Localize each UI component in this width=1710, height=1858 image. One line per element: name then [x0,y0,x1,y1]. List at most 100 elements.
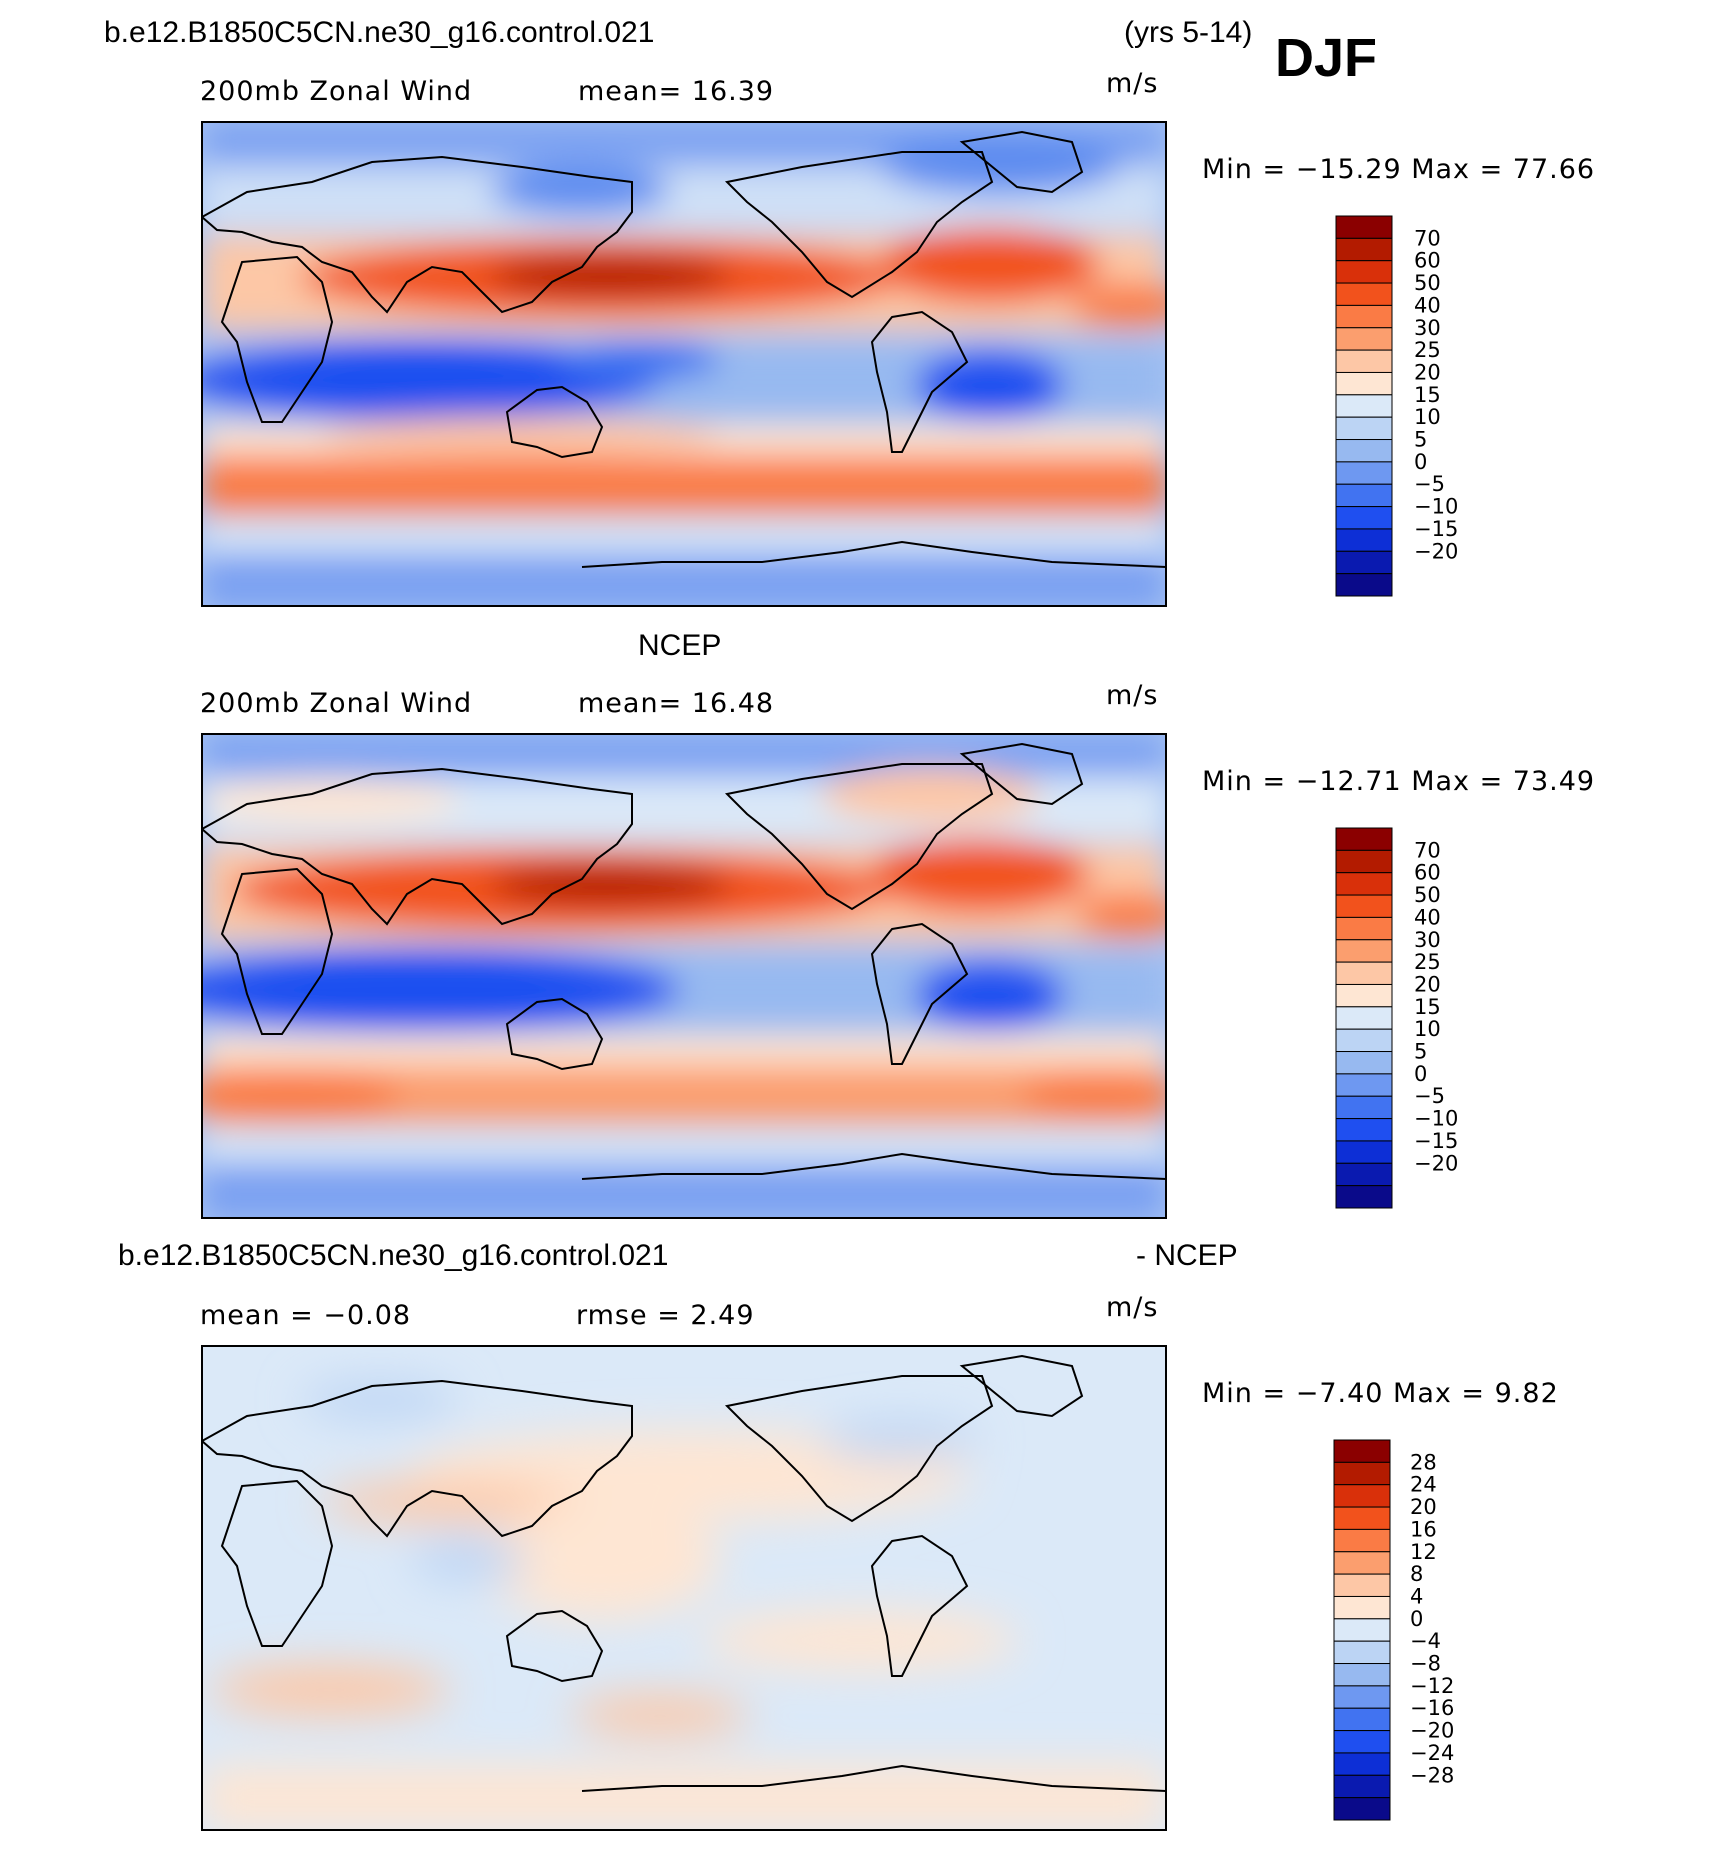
colorbar-box [1335,550,1393,575]
colorbar-tick-label: 24 [1410,1473,1437,1497]
colorbar-tick-label: −4 [1410,1629,1441,1653]
colorbar-box [1333,1439,1391,1463]
colorbar-box [1333,1573,1391,1597]
panel-model: 200mb Zonal Wind mean= 16.39 m/s Min = −… [200,68,1595,607]
colorbar-tick-label: 50 [1414,271,1441,295]
colorbar-tick-label: 5 [1414,1040,1427,1064]
colorbar-tick-label: 60 [1414,861,1441,885]
colorbar-tick-label: −8 [1410,1652,1441,1676]
colorbar-tick-label: 20 [1414,972,1441,996]
colorbar-tick-label: −28 [1410,1763,1454,1787]
colorbar-box [1335,349,1393,373]
colorbar-box [1335,916,1393,941]
colorbar-tick-label: 10 [1414,405,1441,429]
colorbar-tick-label: 4 [1410,1584,1423,1608]
years-label: (yrs 5-14) [1124,16,1252,49]
colorbar-box [1335,872,1393,896]
colorbar-box [1335,1162,1393,1187]
colorbar-box [1335,1140,1393,1164]
colorbar-tick-label: −16 [1410,1696,1454,1720]
colorbar-tick-label: −5 [1414,472,1445,496]
colorbar-tick-label: 60 [1414,249,1441,273]
colorbar-tick-label: 25 [1414,338,1441,362]
colorbar-box [1333,1461,1391,1486]
colorbar-box [1335,371,1393,396]
colorbar-box [1333,1774,1391,1799]
colorbar-tick-label: 12 [1410,1540,1437,1564]
colorbar-tick-label: −20 [1414,539,1458,563]
colorbar-box [1335,961,1393,985]
colorbar-tick-label: 40 [1414,905,1441,929]
colorbar-tick-label: 15 [1414,383,1441,407]
colorbar-tick-label: −24 [1410,1741,1454,1765]
colorbar-tick-label: −5 [1414,1084,1445,1108]
panel-2-mean: mean= 16.48 [578,688,774,719]
colorbar-box [1335,260,1393,284]
colorbar-tick-label: 8 [1410,1562,1423,1586]
colorbar-box [1335,1073,1393,1097]
panel-3-minmax: Min = −7.40 Max = 9.82 [1202,1378,1559,1409]
colorbar-box [1335,282,1393,306]
colorbar-box [1333,1685,1391,1709]
colorbar-tick-label: 16 [1410,1517,1437,1541]
panel-1-map [202,122,1166,606]
panel-3-rmse: rmse = 2.49 [576,1300,755,1331]
colorbar-tick-label: 20 [1410,1495,1437,1519]
colorbar-box [1333,1663,1391,1687]
panel-2-frame [201,733,1167,1219]
panel-obs: NCEP 200mb Zonal Wind mean= 16.48 m/s Mi… [200,629,1595,1219]
panel-1-mean: mean= 16.39 [578,76,774,107]
colorbar-tick-label: 28 [1410,1450,1437,1474]
panel-3-title-suffix: - NCEP [1136,1239,1238,1272]
colorbar-box [1335,506,1393,530]
colorbar-box [1333,1551,1391,1575]
colorbar-box [1335,215,1393,239]
panel-1-minmax: Min = −15.29 Max = 77.66 [1202,154,1595,185]
colorbar-box [1335,1006,1393,1030]
colorbar-tick-label: −15 [1414,1129,1458,1153]
colorbar-box [1335,1185,1393,1209]
colorbar-tick-label: 20 [1414,360,1441,384]
colorbar-tick-label: 0 [1414,450,1427,474]
colorbar-tick-label: −10 [1414,495,1458,519]
colorbar-box [1335,983,1393,1008]
colorbar-box [1333,1752,1391,1776]
panel-2-minmax: Min = −12.71 Max = 73.49 [1202,766,1595,797]
colorbar-box [1335,439,1393,463]
colorbar-box [1333,1730,1391,1754]
colorbar-box [1333,1640,1391,1665]
colorbar-box [1333,1528,1391,1553]
colorbar-box [1335,573,1393,597]
colorbar-tick-label: 10 [1414,1017,1441,1041]
colorbar-box [1335,1051,1393,1075]
panel-1-frame [201,121,1167,607]
colorbar-box [1333,1506,1391,1530]
panel-3-mean: mean = −0.08 [200,1300,411,1331]
colorbar-box [1333,1618,1391,1642]
colorbar-box [1333,1797,1391,1821]
colorbar-tick-label: 0 [1410,1607,1423,1631]
colorbar-box [1335,304,1393,329]
colorbar-box [1335,1118,1393,1142]
colorbar-tick-label: −10 [1414,1107,1458,1131]
panel-3-title: b.e12.B1850C5CN.ne30_g16.control.021 [118,1239,668,1272]
colorbar-box [1335,939,1393,963]
colorbar-box [1335,237,1393,262]
panel-3-map [202,1346,1166,1830]
colorbar-tick-label: 15 [1414,995,1441,1019]
colorbar-tick-label: 50 [1414,883,1441,907]
colorbar-tick-label: 25 [1414,950,1441,974]
colorbar-tick-label: 5 [1414,428,1427,452]
panel-diff: b.e12.B1850C5CN.ne30_g16.control.021 - N… [118,1239,1559,1831]
colorbar-box [1335,416,1393,441]
colorbar-box [1335,461,1393,485]
colorbar-tick-label: −20 [1410,1719,1454,1743]
colorbar-box [1333,1484,1391,1508]
colorbar-tick-label: 30 [1414,316,1441,340]
colorbar-tick-label: 70 [1414,838,1441,862]
season-label: DJF [1275,28,1377,88]
